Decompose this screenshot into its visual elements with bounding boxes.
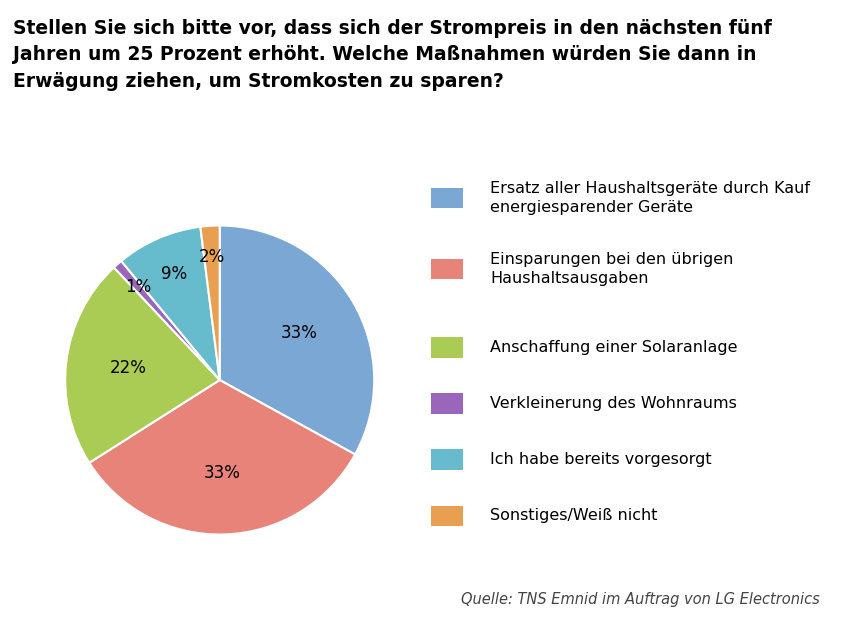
- Wedge shape: [200, 226, 219, 380]
- Wedge shape: [219, 226, 374, 454]
- Wedge shape: [114, 261, 219, 380]
- Text: Verkleinerung des Wohnraums: Verkleinerung des Wohnraums: [490, 396, 736, 411]
- Text: Einsparungen bei den übrigen
Haushaltsausgaben: Einsparungen bei den übrigen Haushaltsau…: [490, 252, 733, 286]
- Text: Quelle: TNS Emnid im Auftrag von LG Electronics: Quelle: TNS Emnid im Auftrag von LG Elec…: [460, 592, 819, 607]
- FancyBboxPatch shape: [430, 188, 463, 208]
- FancyBboxPatch shape: [430, 506, 463, 526]
- Wedge shape: [89, 380, 354, 535]
- Text: 33%: 33%: [204, 464, 241, 482]
- Text: Sonstiges/Weiß nicht: Sonstiges/Weiß nicht: [490, 508, 657, 523]
- Wedge shape: [121, 227, 219, 380]
- Text: Stellen Sie sich bitte vor, dass sich der Strompreis in den nächsten fünf
Jahren: Stellen Sie sich bitte vor, dass sich de…: [13, 19, 771, 91]
- Text: 2%: 2%: [198, 248, 225, 265]
- Text: 22%: 22%: [109, 359, 146, 378]
- Text: 33%: 33%: [281, 324, 317, 342]
- Text: Ersatz aller Haushaltsgeräte durch Kauf
energiesparender Geräte: Ersatz aller Haushaltsgeräte durch Kauf …: [490, 181, 809, 215]
- FancyBboxPatch shape: [430, 450, 463, 470]
- FancyBboxPatch shape: [430, 338, 463, 358]
- Wedge shape: [65, 267, 219, 463]
- Text: Anschaffung einer Solaranlage: Anschaffung einer Solaranlage: [490, 340, 737, 355]
- Text: Ich habe bereits vorgesorgt: Ich habe bereits vorgesorgt: [490, 452, 711, 467]
- FancyBboxPatch shape: [430, 259, 463, 279]
- Text: 1%: 1%: [125, 278, 151, 297]
- FancyBboxPatch shape: [430, 394, 463, 414]
- Text: 9%: 9%: [160, 265, 187, 283]
